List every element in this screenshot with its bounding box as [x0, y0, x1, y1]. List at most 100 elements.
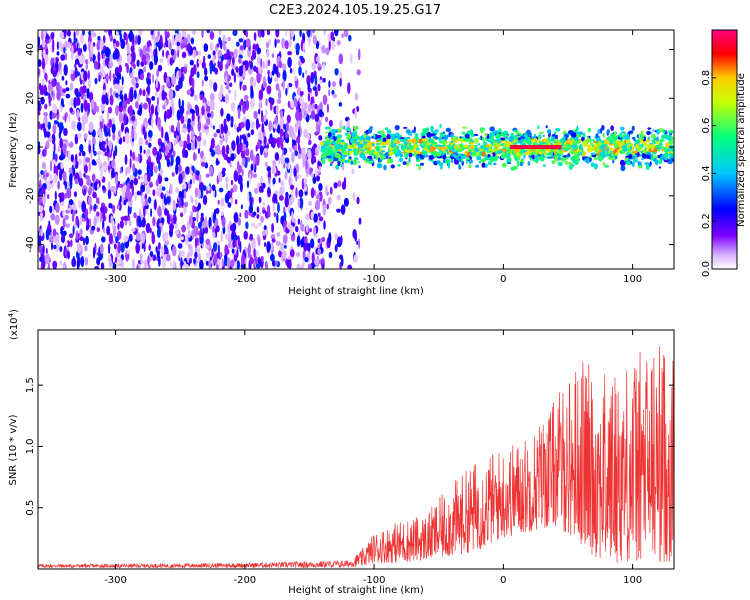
heatmap-cell [614, 155, 618, 160]
heatmap-cell [123, 235, 129, 243]
heatmap-cell [188, 215, 193, 226]
heatmap-cell [53, 142, 56, 153]
heatmap-cell [291, 151, 295, 164]
heatmap-cell [380, 141, 387, 146]
heatmap-cell [172, 245, 177, 257]
heatmap-cell [128, 105, 133, 117]
heatmap-cell [120, 122, 124, 132]
heatmap-cell [224, 75, 228, 84]
heatmap-cell [305, 224, 309, 233]
heatmap-cell [38, 103, 41, 108]
heatmap-cell [257, 140, 261, 150]
heatmap-cell [237, 235, 240, 247]
x-tick-label: -200 [233, 274, 256, 285]
heatmap-cell [280, 142, 284, 151]
heatmap-cell [474, 147, 480, 153]
heatmap-cell [357, 160, 360, 164]
heatmap-cell [59, 137, 64, 149]
heatmap-cell [112, 38, 117, 44]
heatmap-cell [286, 83, 290, 92]
heatmap-cell [526, 129, 531, 135]
heatmap-cell [265, 109, 268, 116]
heatmap-cell [162, 104, 166, 110]
heatmap-cell [92, 136, 96, 147]
heatmap-cell [325, 135, 329, 138]
heatmap-cell [42, 193, 45, 206]
heatmap-cell [334, 30, 339, 37]
heatmap-cell [620, 131, 626, 134]
heatmap-cell [341, 159, 345, 164]
heatmap-cell [38, 59, 42, 68]
heatmap-cell [223, 153, 229, 161]
heatmap-cell [307, 263, 312, 269]
heatmap-cell [420, 152, 423, 155]
x-tick-label: -100 [363, 575, 386, 586]
heatmap-cell [390, 164, 395, 169]
heatmap-cell [250, 149, 254, 161]
y-tick-label: 20 [25, 92, 36, 105]
heatmap-cell [297, 153, 302, 160]
heatmap-cell [245, 38, 251, 48]
heatmap-cell [262, 230, 267, 236]
heatmap-cell [112, 132, 116, 141]
heatmap-cell [57, 163, 62, 170]
heatmap-cell [279, 186, 284, 197]
heatmap-cell [373, 133, 376, 139]
heatmap-cell [445, 156, 452, 159]
heatmap-cell [545, 125, 548, 129]
heatmap-cell [133, 129, 137, 142]
heatmap-cell [645, 154, 651, 160]
heatmap-cell [353, 157, 359, 161]
heatmap-cell [152, 189, 156, 197]
heatmap-cell [64, 112, 67, 123]
heatmap-cell [152, 146, 158, 156]
heatmap-cell [45, 228, 50, 241]
heatmap-cell [655, 139, 661, 145]
heatmap-cell [132, 151, 136, 161]
heatmap-cell [286, 120, 289, 132]
heatmap-cell [131, 77, 137, 86]
heatmap-cell [71, 257, 77, 268]
heatmap-cell [258, 108, 261, 115]
heatmap-cell [328, 251, 333, 259]
heatmap-cell [262, 209, 267, 214]
heatmap-cell [347, 149, 351, 152]
heatmap-cell [71, 214, 75, 222]
heatmap-cell [405, 129, 411, 134]
heatmap-cell [355, 152, 360, 155]
heatmap-cell [304, 256, 309, 263]
heatmap-cell [254, 154, 260, 166]
heatmap-cell [227, 36, 232, 42]
heatmap-cell [171, 172, 175, 177]
heatmap-cell [468, 164, 472, 169]
heatmap-cell [276, 99, 282, 104]
heatmap-cell [490, 137, 495, 142]
heatmap-cell [625, 139, 630, 144]
heatmap-cell [234, 199, 238, 205]
heatmap-cell [86, 88, 90, 99]
heatmap-cell [539, 151, 542, 155]
heatmap-cell [159, 168, 164, 177]
heatmap-cell [458, 147, 463, 151]
heatmap-cell [267, 69, 271, 76]
heatmap-cell [358, 165, 361, 169]
heatmap-cell [89, 218, 92, 228]
heatmap-cell [268, 120, 273, 132]
heatmap-cell [403, 137, 408, 142]
heatmap-cell [135, 232, 141, 242]
heatmap-cell [112, 225, 117, 238]
snr-x-ticks: -300 -200 -100 0 100 [104, 330, 642, 586]
heatmap-cell [159, 58, 164, 63]
heatmap-cell [517, 132, 522, 135]
heatmap-cell [78, 152, 82, 157]
heatmap-cell [106, 147, 110, 153]
heatmap-cell [238, 38, 244, 43]
heatmap-cell [179, 236, 185, 241]
heatmap-cell [269, 97, 275, 106]
heatmap-cell [54, 242, 60, 252]
heatmap-cell [92, 246, 96, 259]
heatmap-cell [124, 154, 128, 165]
heatmap-cell [310, 211, 314, 220]
heatmap-cell [636, 134, 640, 139]
heatmap-cell [198, 50, 201, 56]
